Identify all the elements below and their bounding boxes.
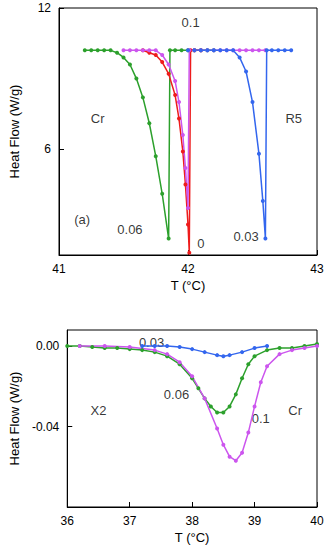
svg-text:T (°C): T (°C) bbox=[175, 530, 210, 545]
svg-text:0: 0 bbox=[197, 236, 204, 251]
svg-text:0.06: 0.06 bbox=[117, 222, 142, 237]
svg-text:0.03: 0.03 bbox=[233, 229, 258, 244]
svg-text:36: 36 bbox=[61, 514, 75, 528]
svg-text:X2: X2 bbox=[91, 403, 107, 418]
svg-text:38: 38 bbox=[185, 514, 199, 528]
svg-text:R5: R5 bbox=[285, 111, 302, 126]
svg-text:(a): (a) bbox=[74, 212, 90, 227]
svg-text:37: 37 bbox=[123, 514, 137, 528]
svg-text:43: 43 bbox=[310, 262, 324, 276]
svg-text:40: 40 bbox=[310, 514, 324, 528]
svg-text:-0.04: -0.04 bbox=[32, 420, 60, 434]
svg-text:0.00: 0.00 bbox=[36, 339, 60, 353]
svg-text:Heat Flow (W/g): Heat Flow (W/g) bbox=[7, 85, 22, 179]
svg-text:Cr: Cr bbox=[288, 403, 302, 418]
svg-text:41: 41 bbox=[52, 262, 66, 276]
svg-text:Cr: Cr bbox=[91, 111, 105, 126]
svg-text:42: 42 bbox=[181, 262, 195, 276]
svg-text:39: 39 bbox=[248, 514, 262, 528]
svg-text:0.1: 0.1 bbox=[182, 15, 200, 30]
svg-text:12: 12 bbox=[38, 1, 52, 15]
svg-text:0.06: 0.06 bbox=[164, 387, 189, 402]
svg-text:6: 6 bbox=[44, 142, 51, 156]
svg-text:0.1: 0.1 bbox=[252, 411, 270, 426]
svg-text:T (°C): T (°C) bbox=[171, 278, 206, 293]
svg-text:Heat Flow (W/g): Heat Flow (W/g) bbox=[7, 372, 22, 466]
svg-text:0.03: 0.03 bbox=[139, 335, 164, 350]
